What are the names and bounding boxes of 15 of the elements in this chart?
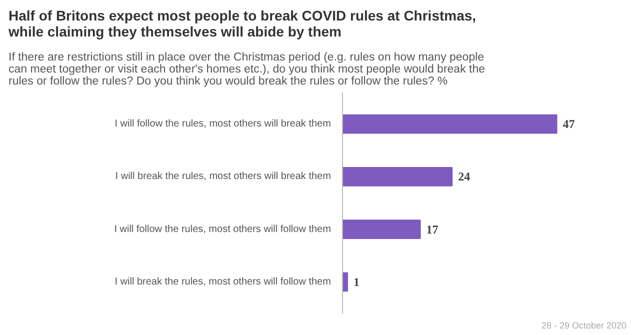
bar: [342, 166, 453, 186]
text: If there are restrictions still in place over the Christmas period (e.g. rules on how many people can meet together or visit each other's homes etc.), do you think most people would break the rules or follow the rules? Do you think you would break the rules or follow the rules? %: [8, 52, 486, 88]
chart-title: Half of Britons expect most people to break COVID rules at Christmas, while claiming they themselves will abide by them: [8, 8, 476, 40]
y-tick-label: I will follow the rules, most others will follow them: [114, 224, 331, 235]
bar: [342, 220, 421, 240]
data-label: 47: [562, 117, 575, 132]
y-tick-label: I will break the rules, most others will break them: [115, 171, 331, 182]
data-label: 24: [458, 170, 470, 184]
data-label: 17: [426, 222, 438, 236]
y-tick-label: I will break the rules, most others will follow them: [114, 276, 331, 288]
bar: [342, 272, 348, 292]
y-tick-label: I will follow the rules, most others will break them: [114, 118, 331, 130]
data-label: 1: [353, 274, 360, 289]
bar: [342, 114, 558, 134]
text: 28 - 29 October 2020: [541, 320, 627, 330]
